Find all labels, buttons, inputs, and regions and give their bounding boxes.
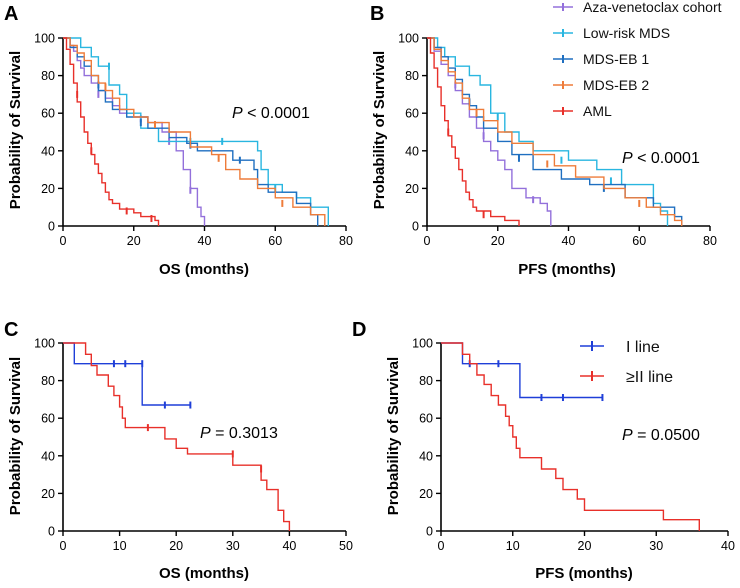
legend-label-low-risk: Low-risk MDS [583, 25, 670, 41]
panel-a-ytick-label: 100 [34, 32, 55, 46]
panel-b-xtick-label: 80 [703, 234, 717, 248]
panel-d-km-curve-ge-ii-line [441, 342, 700, 531]
panel-b-xtick-label: 0 [424, 234, 431, 248]
panel-c-ytick-label: 40 [41, 449, 55, 463]
panel-c-ylabel: Probability of Survival [7, 357, 24, 515]
legend-label-aml: AML [583, 103, 612, 119]
panel-b-xtick-label: 20 [491, 234, 505, 248]
legend-item-aml: AML [553, 103, 612, 119]
panel-b-ytick-label: 40 [405, 144, 419, 158]
panel-a-ylabel: Probability of Survival [7, 51, 24, 209]
panel-a-xtick-label: 20 [127, 234, 141, 248]
panel-a-xtick-label: 40 [198, 234, 212, 248]
panel-a-ytick-label: 40 [41, 144, 55, 158]
panel-c-xtick-label: 40 [282, 539, 296, 553]
panel-d-xtick-label: 30 [649, 539, 663, 553]
legend-label-ii-line: ≥II line [626, 369, 673, 386]
legend-item-i-line: I line [580, 339, 660, 356]
panel-c-xtick-label: 20 [169, 539, 183, 553]
panel-d-ytick-label: 80 [419, 374, 433, 388]
panel-b-ytick-label: 0 [412, 220, 419, 234]
panel-c-km-curve-i-line [63, 342, 191, 406]
legend-item-eb1: MDS-EB 1 [553, 51, 649, 67]
panel-b-km-curve-low-risk-mds [427, 37, 669, 226]
legend-label-i-line: I line [626, 339, 660, 356]
panel-a-xtick-label: 0 [60, 234, 67, 248]
panel-d-xtick-label: 0 [438, 539, 445, 553]
legend-item-ii-line: ≥II line [580, 369, 673, 386]
panel-b-pvalue: P < 0.0001 [622, 150, 700, 167]
panel-b-xtick-label: 40 [562, 234, 576, 248]
legend-item-aza: Aza-venetoclax cohort [553, 0, 722, 15]
panel-c-xtick-label: 50 [339, 539, 353, 553]
legend-label-eb2: MDS-EB 2 [583, 77, 649, 93]
panel-d-ytick-label: 40 [419, 449, 433, 463]
panel-c-xlabel: OS (months) [159, 565, 249, 582]
legend-label-aza: Aza-venetoclax cohort [583, 0, 722, 15]
panel-c-xtick-label: 10 [113, 539, 127, 553]
panel-d-ytick-label: 60 [419, 412, 433, 426]
panel-a-ytick-label: 80 [41, 69, 55, 83]
panel-d-km-curve-i-line [441, 342, 603, 399]
legend-item-eb2: MDS-EB 2 [553, 77, 649, 93]
legend-bottom: I line ≥II line [580, 339, 673, 386]
panel-a-km-curve-mds-eb-2 [63, 37, 326, 226]
panel-d-pvalue: P = 0.0500 [622, 427, 700, 444]
legend-top: Aza-venetoclax cohort Low-risk MDS MDS-E… [553, 0, 722, 119]
panel-c-km-curve-ge-ii-line [63, 342, 291, 531]
panel-b-ytick-label: 80 [405, 69, 419, 83]
panel-d-xtick-label: 10 [506, 539, 520, 553]
panel-letter-b: B [370, 3, 384, 25]
panel-b-km-curve-aml [427, 37, 520, 226]
panel-c-ytick-label: 80 [41, 374, 55, 388]
panel-d-ytick-label: 100 [412, 337, 433, 351]
panel-letter-d: D [352, 319, 366, 341]
panel-b-xlabel: PFS (months) [518, 261, 616, 278]
panel-a-xtick-label: 80 [339, 234, 353, 248]
panel-c-xtick-label: 0 [60, 539, 67, 553]
panel-d: Probability of Survival PFS (months) P =… [385, 337, 735, 583]
panel-d-ytick-label: 0 [426, 525, 433, 539]
panel-d-xtick-label: 20 [578, 539, 592, 553]
panel-b-xtick-label: 60 [632, 234, 646, 248]
panel-letter-a: A [4, 3, 18, 25]
panel-a-ytick-label: 20 [41, 182, 55, 196]
panel-c-ytick-label: 60 [41, 412, 55, 426]
panel-b-km-curve-mds-eb-2 [427, 37, 683, 226]
panel-d-xtick-label: 40 [721, 539, 735, 553]
panel-d-ylabel: Probability of Survival [385, 357, 402, 515]
panel-c-ytick-label: 20 [41, 487, 55, 501]
panel-b-ylabel: Probability of Survival [371, 51, 388, 209]
panel-a-ytick-label: 60 [41, 107, 55, 121]
panel-a-xlabel: OS (months) [159, 261, 249, 278]
panel-c-ytick-label: 100 [34, 337, 55, 351]
panel-d-ytick-label: 20 [419, 487, 433, 501]
panel-a-km-curve-aml [63, 37, 160, 226]
panel-letter-c: C [4, 319, 18, 341]
panel-d-xlabel: PFS (months) [535, 565, 633, 582]
legend-label-eb1: MDS-EB 1 [583, 51, 649, 67]
panel-b-ytick-label: 60 [405, 107, 419, 121]
panel-b: Probability of Survival PFS (months) P <… [371, 32, 717, 279]
panel-b-ytick-label: 100 [398, 32, 419, 46]
panel-c-ytick-label: 0 [48, 525, 55, 539]
panel-a-pvalue: P < 0.0001 [232, 105, 310, 122]
panel-c: Probability of Survival OS (months) P = … [7, 337, 353, 583]
panel-a-xtick-label: 60 [268, 234, 282, 248]
panel-a: Probability of Survival OS (months) P < … [7, 32, 353, 279]
panel-a-ytick-label: 0 [48, 220, 55, 234]
panel-c-pvalue: P = 0.3013 [200, 425, 278, 442]
panel-b-ytick-label: 20 [405, 182, 419, 196]
legend-item-low-risk: Low-risk MDS [553, 25, 670, 41]
panel-c-xtick-label: 30 [226, 539, 240, 553]
